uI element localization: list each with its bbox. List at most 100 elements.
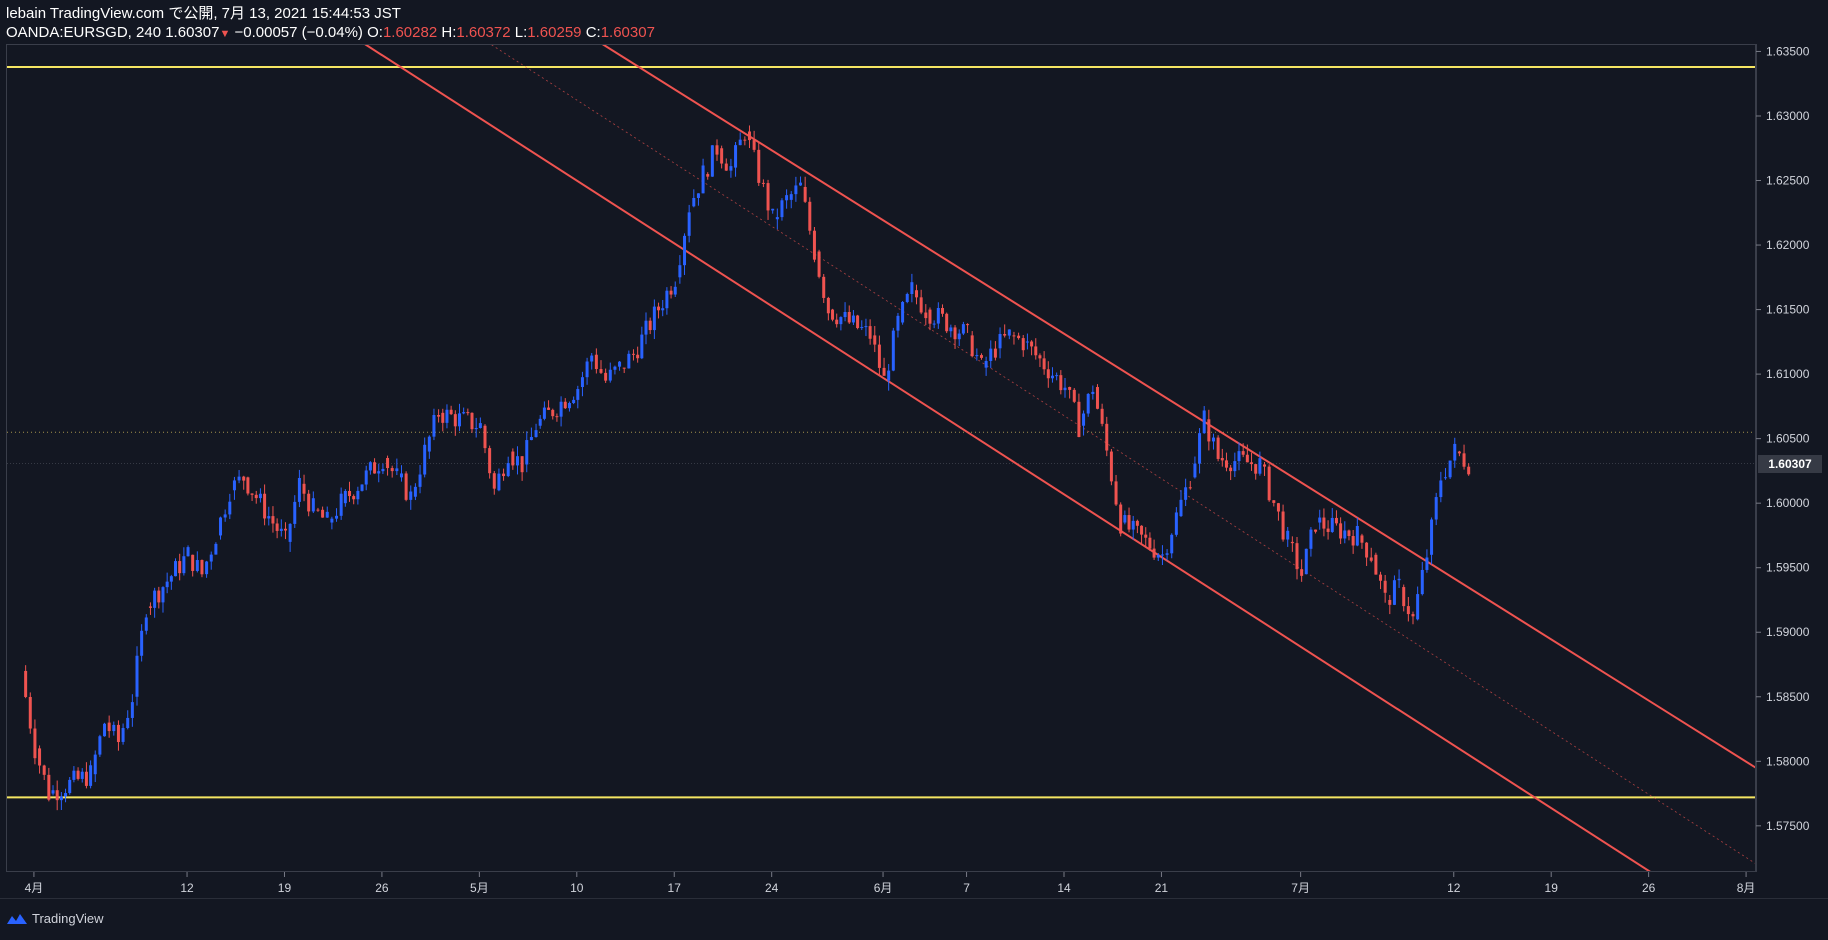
candle-body xyxy=(462,412,466,414)
candle-body xyxy=(551,409,555,417)
candle-body xyxy=(1216,437,1220,459)
candle-body xyxy=(413,486,417,497)
time-tick-label: 19 xyxy=(278,881,292,895)
candle-body xyxy=(1425,557,1429,570)
candle-body xyxy=(492,473,496,489)
footer-bar: TradingView xyxy=(0,898,1828,940)
candle-body xyxy=(28,696,32,729)
candle-body xyxy=(572,399,576,404)
tradingview-logo[interactable]: TradingView xyxy=(6,911,104,926)
candle-body xyxy=(98,736,102,755)
candle-body xyxy=(293,501,297,524)
candle-body xyxy=(1059,375,1063,391)
candle-body xyxy=(1467,466,1471,475)
candle-body xyxy=(936,308,940,324)
candle-body xyxy=(200,560,204,575)
candle-body xyxy=(432,415,436,437)
candle-body xyxy=(941,308,945,314)
candle-body xyxy=(1411,614,1415,617)
candle-body xyxy=(302,483,306,494)
candle-body xyxy=(1148,537,1152,549)
candle-body xyxy=(1082,413,1086,426)
candle-body xyxy=(989,348,993,361)
candle-body xyxy=(1290,541,1294,544)
candle-body xyxy=(757,149,761,183)
candle-body xyxy=(1392,580,1396,605)
candle-body xyxy=(214,543,218,555)
candle-body xyxy=(381,468,385,472)
price-chart-svg[interactable] xyxy=(7,0,1796,940)
candle-body xyxy=(1188,487,1192,489)
price-tick-label: 1.63000 xyxy=(1766,109,1810,123)
candle-body xyxy=(1174,512,1178,535)
candle-body xyxy=(949,327,953,332)
candle-body xyxy=(1156,555,1160,558)
candle-body xyxy=(84,771,88,786)
candle-body xyxy=(1224,460,1228,468)
price-tick-label: 1.60000 xyxy=(1766,496,1810,510)
candle-body xyxy=(896,315,900,331)
candle-body xyxy=(144,617,148,631)
candle-body xyxy=(766,183,770,211)
candle-body xyxy=(1258,458,1262,474)
down-arrow-icon: ▼ xyxy=(219,28,231,40)
candle-body xyxy=(1233,461,1237,472)
chart-plot-area[interactable] xyxy=(6,0,1796,940)
candle-body xyxy=(1267,466,1271,501)
candle-body xyxy=(1318,517,1322,523)
candle-body xyxy=(1339,523,1343,539)
candle-body xyxy=(1135,520,1139,526)
candle-body xyxy=(661,308,665,311)
candle-body xyxy=(812,230,816,260)
price-tick-label: 1.58000 xyxy=(1766,754,1810,768)
time-tick-label: 4月 xyxy=(25,881,44,895)
candle-body xyxy=(390,468,394,472)
candle-body xyxy=(919,297,923,313)
candle-body xyxy=(1193,463,1197,478)
candle-body xyxy=(1220,458,1224,461)
candle-body xyxy=(1030,341,1034,347)
candle-body xyxy=(547,407,551,410)
chart-header: lebain TradingView.com で公開, 7月 13, 2021 … xyxy=(6,4,655,44)
candle-body xyxy=(330,518,334,523)
candle-body xyxy=(1007,329,1011,336)
candle-body xyxy=(1309,529,1313,549)
candle-body xyxy=(279,528,283,531)
candle-body xyxy=(135,655,139,697)
candle-body xyxy=(998,333,1002,349)
candle-body xyxy=(497,473,501,491)
candle-body xyxy=(839,317,843,325)
high-value: 1.60372 xyxy=(456,24,511,41)
candle-body xyxy=(905,294,909,302)
time-tick-label: 19 xyxy=(1545,881,1559,895)
candle-body xyxy=(364,470,368,485)
price-axis[interactable]: 1.63500 1.63000 1.62500 1.62000 1.61500 1.610… xyxy=(1756,44,1828,872)
candle-body xyxy=(1046,369,1050,379)
candle-body xyxy=(743,139,747,141)
candle-body xyxy=(161,587,165,603)
candle-body xyxy=(618,361,622,367)
candle-body xyxy=(130,702,134,718)
candle-body xyxy=(729,166,733,171)
candle-body xyxy=(1365,542,1369,558)
candle-body xyxy=(1245,454,1249,463)
time-tick-label: 12 xyxy=(1447,881,1461,895)
candle-body xyxy=(648,320,652,331)
candle-body xyxy=(928,309,932,324)
candle-body xyxy=(174,561,178,577)
candle-body xyxy=(478,423,482,429)
low-label: L: xyxy=(514,24,528,41)
candle-body xyxy=(386,458,390,469)
candle-body xyxy=(377,471,381,474)
time-axis[interactable]: 4月 12 19 26 5月 10 17 24 6月 7 14 21 7月 12 19 26 8月 xyxy=(6,872,1756,898)
candle-body xyxy=(474,428,478,430)
candle-body xyxy=(1430,519,1434,555)
candle-body xyxy=(321,509,325,518)
candle-body xyxy=(1184,487,1188,500)
candle-body xyxy=(975,355,979,357)
candle-body xyxy=(1237,451,1241,462)
tradingview-logo-icon xyxy=(7,913,27,924)
candle-body xyxy=(1457,451,1461,454)
candle-body xyxy=(1109,451,1113,482)
time-tick-label: 26 xyxy=(1642,881,1656,895)
